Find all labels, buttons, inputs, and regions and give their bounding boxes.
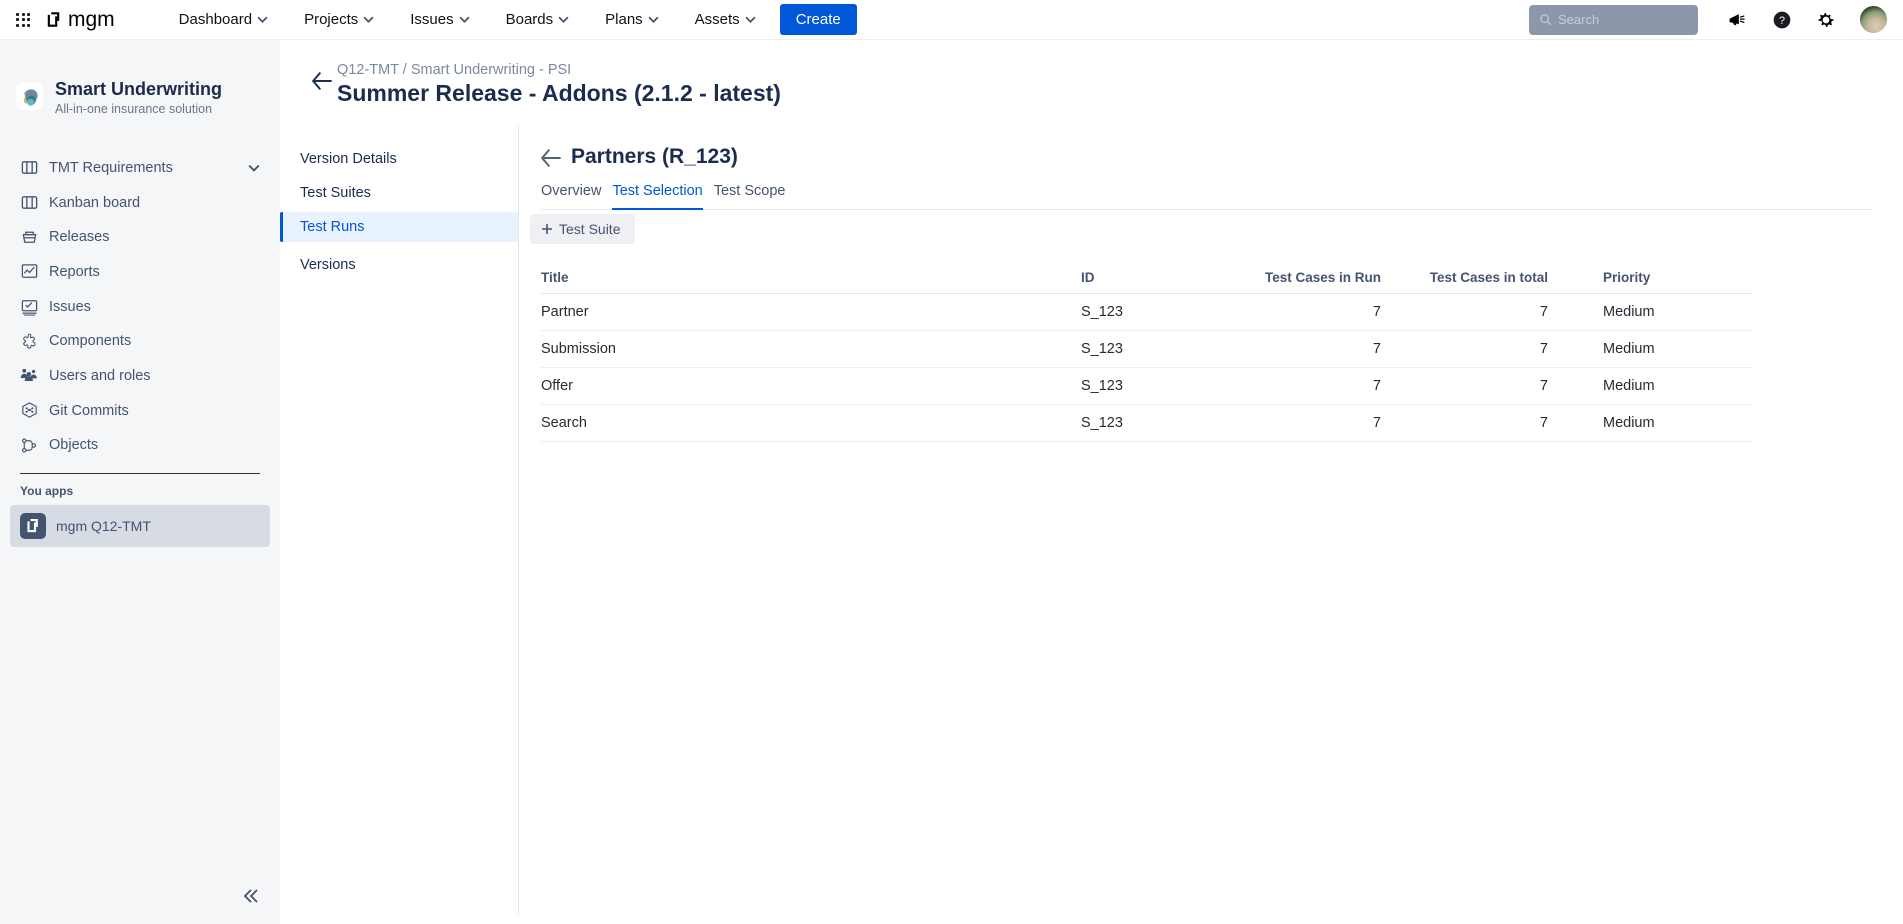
svg-text:?: ? xyxy=(1779,15,1785,27)
